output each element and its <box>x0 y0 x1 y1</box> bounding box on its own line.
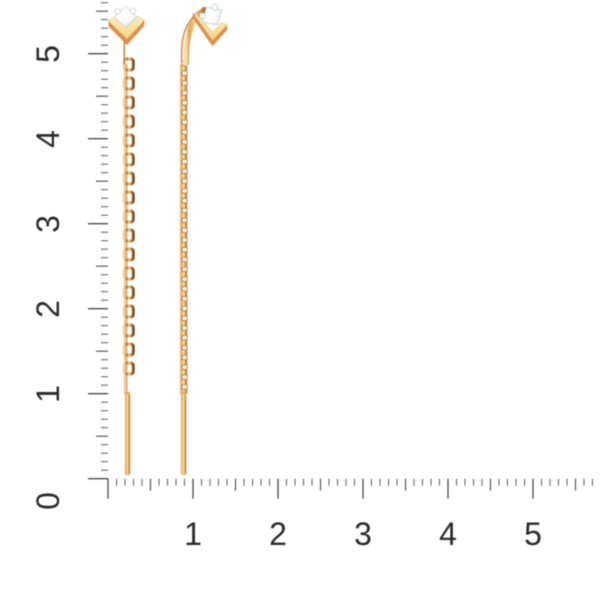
svg-text:3: 3 <box>354 516 372 552</box>
svg-text:2: 2 <box>269 516 287 552</box>
svg-text:1: 1 <box>184 516 202 552</box>
svg-text:5: 5 <box>524 516 542 552</box>
svg-text:4: 4 <box>439 516 457 552</box>
